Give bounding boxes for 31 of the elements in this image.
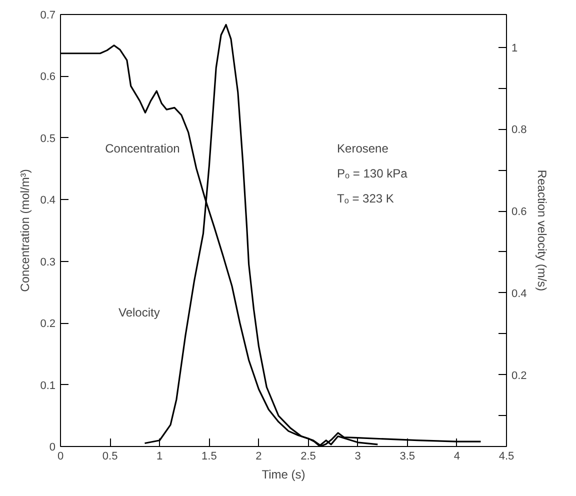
y2-tick-label: 0.6 xyxy=(512,206,527,218)
x-tick-label: 3.5 xyxy=(400,450,416,462)
x-tick-label: 1.5 xyxy=(202,450,217,462)
x-tick-label: 4.5 xyxy=(498,450,514,462)
x-tick-label: 2 xyxy=(256,450,262,462)
y-tick-label: 0.2 xyxy=(40,318,56,330)
x-tick-label: 1 xyxy=(156,450,163,462)
x-tick-label: 0 xyxy=(57,450,64,462)
annotation: Tₒ = 323 K xyxy=(337,192,394,206)
series-label: Concentration xyxy=(105,141,180,156)
x-tick-label: 2.5 xyxy=(300,450,316,462)
text: Velocity xyxy=(118,306,160,320)
annotation: Pₒ = 130 kPa xyxy=(337,166,408,180)
annotation: Kerosene xyxy=(337,141,389,156)
y-tick-label: 0.6 xyxy=(40,71,56,84)
y-tick-label: 0.3 xyxy=(40,256,56,268)
y2-tick-label: 0.8 xyxy=(512,124,527,136)
x-tick-label: 3 xyxy=(354,450,361,462)
y2-tick-label: 0.4 xyxy=(512,288,527,300)
y2-axis-title: Reaction velocity (m/s) xyxy=(534,170,549,292)
y-tick-label: 0.4 xyxy=(40,194,56,207)
y2-tick-label: 0.2 xyxy=(512,370,527,382)
y-tick-label: 0.1 xyxy=(40,380,56,392)
y-axis-title: Concentration (mol/m³) xyxy=(18,169,32,292)
y-tick-label: 0.5 xyxy=(40,132,56,145)
x-tick-label: 0.5 xyxy=(102,450,118,462)
y-tick-label: 0 xyxy=(49,442,56,454)
y2-tick-label: 1 xyxy=(512,42,518,54)
x-axis-title: Time (s) xyxy=(262,468,306,482)
y-tick-label: 0.7 xyxy=(40,10,56,22)
x-tick-label: 4 xyxy=(454,450,460,462)
